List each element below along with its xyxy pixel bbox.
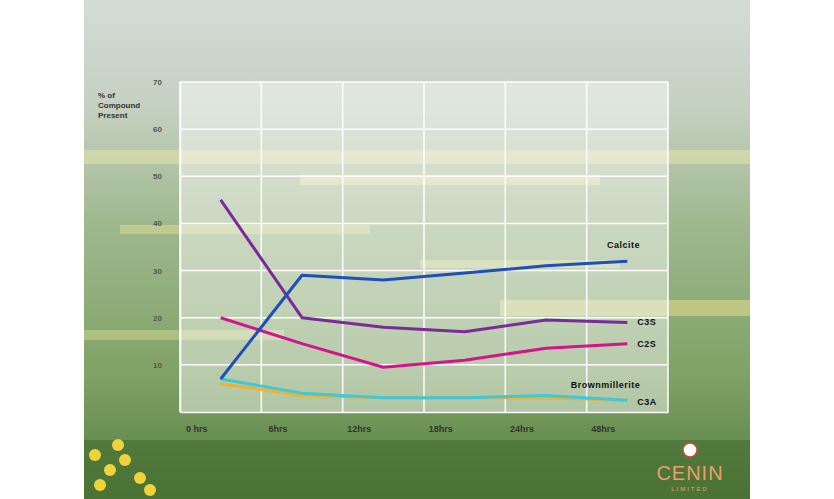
- series-line: [221, 261, 628, 379]
- grid: [180, 82, 668, 412]
- y-tick-label: 30: [153, 267, 162, 276]
- series-label: C3S: [637, 317, 656, 327]
- flower: [94, 479, 106, 491]
- grid-line-vertical: [586, 82, 588, 412]
- y-tick: 20: [153, 314, 180, 323]
- y-axis: 10 20 30 40 50 60 70: [153, 78, 180, 412]
- x-tick: 12hrs: [347, 412, 383, 434]
- x-axis-line: [181, 412, 669, 414]
- x-tick-label: 0 hrs: [186, 424, 208, 434]
- x-tick: 18hrs: [429, 412, 465, 434]
- y-tick-label: 40: [153, 219, 162, 228]
- y-tick-label: 10: [153, 361, 162, 370]
- x-tick-label: 18hrs: [429, 424, 453, 434]
- x-tick-label: 12hrs: [347, 424, 371, 434]
- y-tick: 60: [153, 125, 180, 134]
- y-tick: 10: [153, 361, 180, 370]
- grid-line-vertical: [342, 82, 344, 412]
- grid-line-vertical: [505, 82, 507, 412]
- x-tick: 6hrs: [268, 412, 302, 434]
- y-tick-label: 20: [153, 314, 162, 323]
- flower: [104, 464, 116, 476]
- logo-emblem: [683, 443, 697, 457]
- y-axis-title: % ofCompoundPresent: [98, 91, 140, 120]
- x-axis: 0 hrs 6hrs 12hrs 18hrs 24hrs 48hrs: [181, 412, 669, 434]
- y-axis-line: [180, 83, 182, 413]
- foreground: [84, 440, 750, 499]
- background-photo: [84, 0, 750, 499]
- flower: [134, 472, 146, 484]
- x-tick: 0 hrs: [186, 412, 221, 434]
- y-tick: 70: [153, 78, 180, 87]
- y-tick: 50: [153, 172, 180, 181]
- series-label: C2S: [637, 339, 656, 349]
- series-line: [221, 379, 628, 400]
- y-tick-label: 50: [153, 172, 162, 181]
- flower: [112, 439, 124, 451]
- background: [84, 0, 750, 499]
- chart: 10 20 30 40 50 60 70 0 hrs 6hrs 12hrs 18hrs 24hrs 48…: [0, 0, 834, 499]
- series-labels: Calcite C3S C2S Brownmillerite C3A: [571, 240, 657, 407]
- x-tick-label: 6hrs: [268, 424, 287, 434]
- y-tick: 30: [153, 267, 180, 276]
- logo-subtext: LIMITED: [671, 486, 709, 492]
- series-label: Brownmillerite: [571, 380, 641, 390]
- grid-line-vertical: [667, 82, 669, 412]
- x-tick: 48hrs: [591, 412, 627, 434]
- y-tick-label: 70: [153, 78, 162, 87]
- grid-line-vertical: [261, 82, 263, 412]
- lines: [221, 200, 628, 400]
- flower: [89, 449, 101, 461]
- y-axis-title-line: Present: [98, 111, 128, 120]
- x-tick-label: 48hrs: [591, 424, 615, 434]
- flower: [144, 484, 156, 496]
- plot-background: [180, 82, 668, 412]
- y-tick: 40: [153, 219, 180, 228]
- series-line: [221, 318, 628, 368]
- grid-line-vertical: [179, 82, 181, 412]
- flower: [119, 454, 131, 466]
- y-tick-label: 60: [153, 125, 162, 134]
- x-tick: 24hrs: [510, 412, 546, 434]
- x-tick-label: 24hrs: [510, 424, 534, 434]
- series-label: C3A: [637, 397, 657, 407]
- logo-text: CENIN: [656, 462, 723, 484]
- series-label: Calcite: [607, 240, 640, 250]
- logo: CENIN LIMITED: [656, 443, 723, 492]
- y-axis-title-line: % of: [98, 91, 115, 100]
- y-axis-title-line: Compound: [98, 101, 140, 110]
